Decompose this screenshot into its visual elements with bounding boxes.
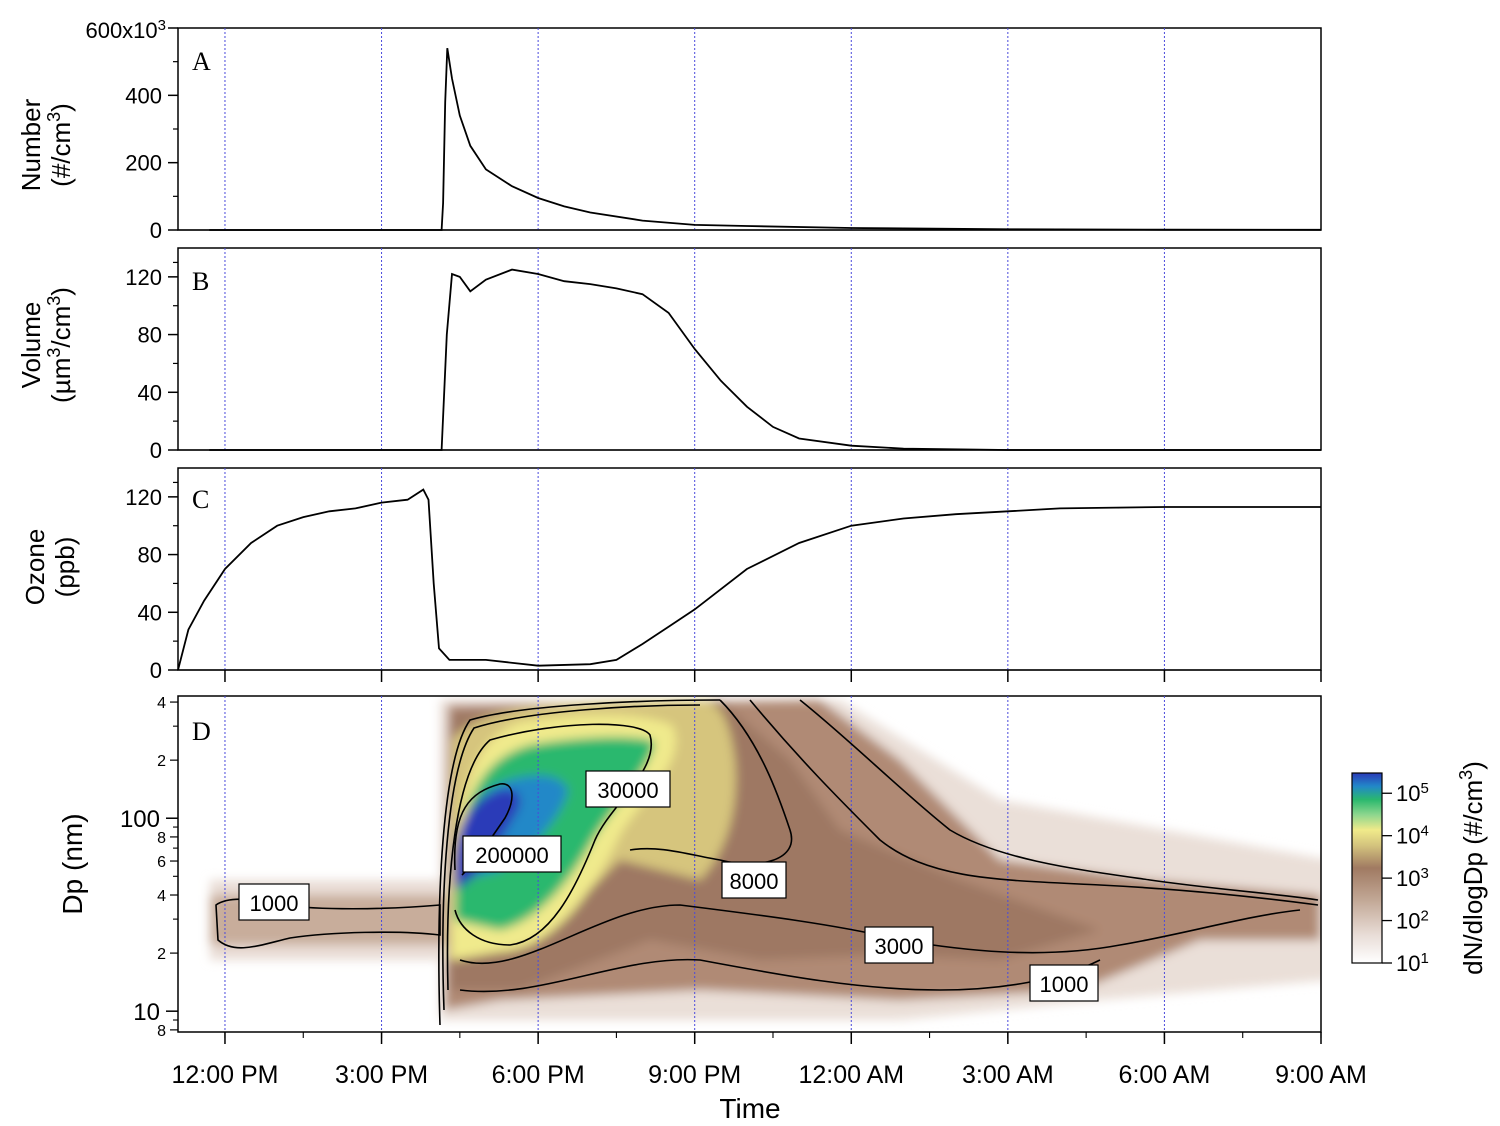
svg-text:(#/cm3): (#/cm3) — [44, 103, 76, 187]
panel-d-frame — [177, 695, 1322, 1033]
colorbar — [1351, 772, 1383, 964]
panel-a-frame — [177, 27, 1322, 231]
x-tick-label: 12:00 PM — [171, 1061, 278, 1089]
panel-c-frame — [177, 467, 1322, 671]
y-minor-tick-label: 2 — [157, 753, 166, 770]
svg-text:Volume: Volume — [16, 302, 46, 389]
contour-label-30000: 30000 — [585, 770, 671, 808]
svg-text:3000: 3000 — [875, 934, 924, 959]
panel-letter-c: C — [192, 485, 209, 514]
svg-text:Ozone: Ozone — [20, 529, 50, 606]
ylabel-ozone: Ozone — [20, 529, 50, 606]
x-tick-label: 9:00 AM — [1275, 1061, 1367, 1089]
series-line-b — [209, 268, 1321, 451]
colorbar-tick-label: 105 — [1396, 780, 1429, 807]
colorbar-tick-label: 101 — [1396, 950, 1429, 977]
colorbar-tick-label: 104 — [1396, 822, 1429, 849]
contour-label-200000: 200000 — [462, 835, 562, 873]
y-tick-label: 0 — [150, 658, 162, 683]
y-tick-label: 120 — [125, 265, 162, 290]
y-minor-tick-label: 4 — [157, 888, 166, 905]
svg-text:(ppb): (ppb) — [50, 537, 80, 598]
y-tick-label: 100 — [120, 806, 160, 833]
x-tick-label: 6:00 PM — [492, 1061, 585, 1089]
svg-text:200000: 200000 — [475, 843, 548, 868]
time-series-lines — [177, 48, 1322, 671]
panel-letter-b: B — [192, 267, 209, 296]
y-tick-label: 40 — [138, 600, 162, 625]
series-line-c — [177, 488, 1321, 671]
svg-text:Dp (nm): Dp (nm) — [57, 813, 88, 914]
ylabel-volume-unit: (µm3/cm3) — [44, 287, 76, 403]
colorbar-ticks: 101 102 103 104 105 — [1382, 780, 1429, 976]
svg-text:Number: Number — [16, 98, 46, 191]
svg-text:30000: 30000 — [597, 778, 658, 803]
x-axis-title: Time — [719, 1093, 780, 1124]
ylabel-number: Number — [16, 98, 46, 191]
svg-text:1000: 1000 — [1040, 972, 1089, 997]
svg-text:(µm3/cm3): (µm3/cm3) — [44, 287, 76, 403]
contour-label-1000-left: 1000 — [238, 883, 310, 921]
colorbar-label: dN/dlogDp (#/cm3) — [1456, 761, 1488, 975]
y-tick-label: 40 — [138, 380, 162, 405]
x-tick-label: 6:00 AM — [1119, 1061, 1211, 1089]
ylabel-ozone-unit: (ppb) — [50, 537, 80, 598]
svg-text:dN/dlogDp (#/cm3): dN/dlogDp (#/cm3) — [1456, 761, 1488, 975]
contour-lines — [215, 699, 1319, 1026]
contour-label-8000: 8000 — [721, 861, 787, 899]
ylabel-volume: Volume — [16, 302, 46, 389]
y-tick-label: 0 — [150, 438, 162, 463]
y-tick-label: 80 — [138, 543, 162, 568]
time-gridlines — [224, 28, 1165, 1032]
contour-label-1000-right: 1000 — [1029, 964, 1099, 1002]
y-tick-label: 200 — [125, 151, 162, 176]
y-minor-tick-label: 2 — [157, 946, 166, 963]
top-tick-label-a: 600x103 — [85, 17, 166, 44]
y-tick-label: 400 — [125, 83, 162, 108]
contour-label-3000: 3000 — [864, 926, 934, 964]
y-minor-tick-label: 6 — [157, 854, 166, 871]
panel-b-frame — [177, 247, 1322, 451]
x-tick-label: 3:00 AM — [962, 1061, 1054, 1089]
y-tick-label: 0 — [150, 218, 162, 243]
svg-text:1000: 1000 — [250, 891, 299, 916]
x-axis: 12:00 PM 3:00 PM 6:00 PM 9:00 PM 12:00 AM 3:0… — [171, 670, 1367, 1089]
y-minor-tick-label: 4 — [157, 695, 166, 712]
panel-letter-a: A — [192, 47, 211, 76]
ylabel-number-unit: (#/cm3) — [44, 103, 76, 187]
y-tick-label: 80 — [138, 323, 162, 348]
y-tick-label: 10 — [133, 999, 160, 1026]
ylabel-dp: Dp (nm) — [57, 813, 88, 914]
x-tick-label: 12:00 AM — [798, 1061, 904, 1089]
series-line-a — [209, 48, 1322, 231]
y-tick-label: 120 — [125, 485, 162, 510]
y-minor-tick-label: 8 — [157, 1023, 166, 1040]
colorbar-tick-label: 103 — [1396, 865, 1429, 892]
x-tick-label: 3:00 PM — [335, 1061, 428, 1089]
colorbar-tick-label: 102 — [1396, 907, 1429, 934]
x-tick-label: 9:00 PM — [648, 1061, 741, 1089]
y-minor-tick-label: 8 — [157, 830, 166, 847]
svg-text:8000: 8000 — [730, 869, 779, 894]
panel-letter-d: D — [192, 717, 211, 746]
